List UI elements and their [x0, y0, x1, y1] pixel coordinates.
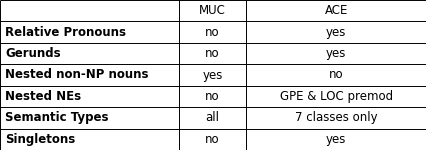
Text: Semantic Types: Semantic Types [5, 111, 108, 124]
Text: yes: yes [325, 47, 345, 60]
Text: Nested non-NP nouns: Nested non-NP nouns [5, 69, 148, 81]
Text: yes: yes [325, 26, 345, 39]
Text: yes: yes [202, 69, 222, 81]
Text: Relative Pronouns: Relative Pronouns [5, 26, 126, 39]
Text: no: no [204, 26, 219, 39]
Text: Nested NEs: Nested NEs [5, 90, 81, 103]
Text: Gerunds: Gerunds [5, 47, 60, 60]
Text: all: all [205, 111, 219, 124]
Text: Singletons: Singletons [5, 133, 75, 146]
Text: MUC: MUC [199, 4, 225, 17]
Text: yes: yes [325, 133, 345, 146]
Text: no: no [204, 47, 219, 60]
Text: no: no [204, 90, 219, 103]
Text: GPE & LOC premod: GPE & LOC premod [279, 90, 392, 103]
Text: ACE: ACE [324, 4, 347, 17]
Text: 7 classes only: 7 classes only [294, 111, 377, 124]
Text: no: no [328, 69, 343, 81]
Text: no: no [204, 133, 219, 146]
